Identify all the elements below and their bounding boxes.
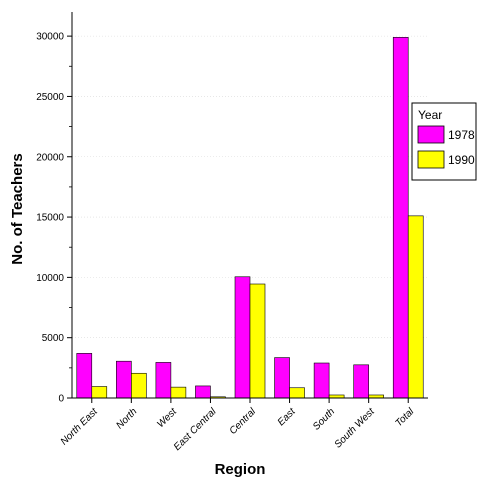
legend-label-1990: 1990 (448, 153, 475, 167)
y-tick-label: 0 (58, 394, 64, 405)
bar-1990 (131, 373, 146, 398)
y-tick-label: 15000 (36, 213, 64, 224)
bar-1990 (250, 284, 265, 398)
bar-1990 (290, 388, 305, 398)
x-tick-label: North (114, 406, 139, 431)
bar-1990 (171, 387, 186, 398)
x-axis-title: Region (215, 461, 266, 478)
x-tick-label: East Central (172, 406, 219, 453)
legend-swatch-1978 (418, 126, 444, 143)
x-tick-label: West (155, 405, 180, 430)
legend-swatch-1990 (418, 151, 444, 168)
x-tick-label: South (311, 406, 338, 433)
bar-1978 (275, 358, 290, 398)
legend-label-1978: 1978 (448, 128, 475, 142)
bar-1978 (314, 363, 329, 398)
bar-1978 (195, 386, 210, 398)
legend: Year 1978 1990 (412, 103, 476, 180)
bar-1990 (92, 387, 107, 398)
bar-1978 (393, 37, 408, 398)
bar-1978 (235, 277, 250, 398)
x-tick-label: Central (228, 406, 259, 437)
y-tick-label: 10000 (36, 273, 64, 284)
y-axis-title: No. of Teachers (9, 153, 26, 264)
y-tick-label: 5000 (42, 333, 65, 344)
legend-title: Year (418, 108, 442, 122)
x-tick-label: South West (333, 405, 378, 450)
bars (77, 37, 423, 398)
bar-1978 (77, 353, 92, 398)
bar-1978 (354, 365, 369, 398)
x-tick-label: East (276, 405, 299, 428)
x-tick-label: North East (59, 405, 101, 447)
y-tick-label: 30000 (36, 32, 64, 43)
y-tick-label: 20000 (36, 152, 64, 163)
y-axis-ticks: 0 5000 10000 15000 20000 25000 30000 (36, 32, 72, 405)
y-tick-label: 25000 (36, 92, 64, 103)
x-tick-label: Total (393, 406, 416, 429)
bar-1990 (408, 216, 423, 398)
bar-1978 (156, 362, 171, 398)
bar-1978 (116, 361, 131, 398)
